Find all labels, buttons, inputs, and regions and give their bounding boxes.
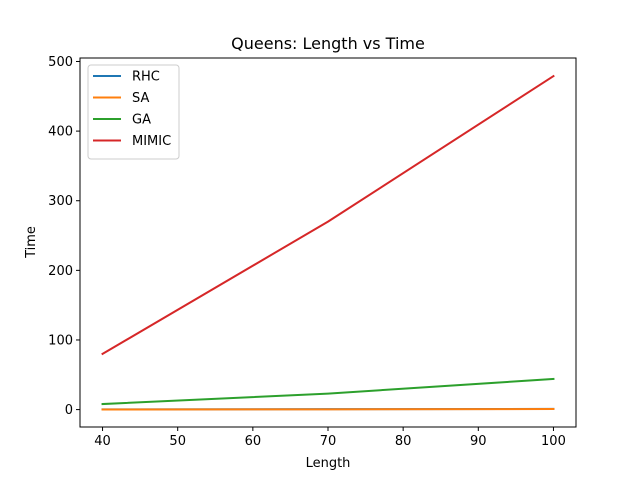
legend-label-mimic: MIMIC (132, 134, 171, 149)
x-tick-label: 60 (245, 434, 262, 449)
y-tick-label: 200 (48, 264, 73, 279)
x-tick-label: 100 (541, 434, 566, 449)
series-line-mimic (101, 74, 555, 356)
x-tick-label: 80 (395, 434, 412, 449)
x-axis: 40 50 60 70 80 90 100 (94, 427, 566, 449)
x-axis-label: Length (306, 456, 351, 471)
legend-label-sa: SA (132, 91, 149, 106)
legend: RHC SA GA MIMIC (87, 64, 180, 160)
legend-box (87, 64, 180, 160)
plot-lines (101, 74, 555, 411)
x-tick-label: 70 (320, 434, 337, 449)
x-tick-label: 40 (94, 434, 111, 449)
y-tick-label: 100 (48, 333, 73, 348)
x-tick-label: 50 (169, 434, 186, 449)
series-line-ga (101, 377, 555, 406)
y-tick-label: 0 (65, 403, 73, 418)
y-tick-label: 300 (48, 194, 73, 209)
x-tick-label: 90 (470, 434, 487, 449)
legend-label-rhc: RHC (132, 70, 160, 85)
chart-title: Queens: Length vs Time (231, 34, 425, 53)
y-axis: 0 100 200 300 400 500 (48, 55, 80, 418)
y-axis-label: Time (24, 226, 39, 259)
y-tick-label: 400 (48, 125, 73, 140)
y-tick-label: 500 (48, 55, 73, 70)
legend-label-ga: GA (132, 113, 151, 128)
